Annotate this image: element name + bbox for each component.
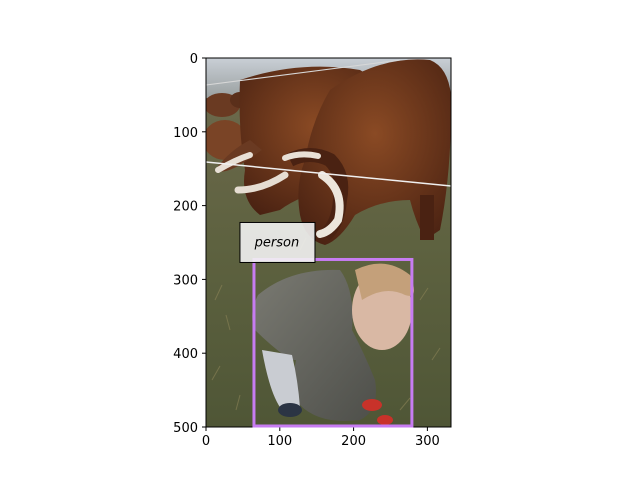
photo <box>206 58 451 427</box>
x-tick-label: 200 <box>341 434 366 449</box>
y-tick-label: 0 <box>190 52 198 67</box>
y-axis: 0 100 200 300 400 500 <box>173 52 206 436</box>
detection-label-box <box>239 221 316 263</box>
y-tick-label: 500 <box>173 421 198 436</box>
x-tick-label: 300 <box>415 434 440 449</box>
detection-label: person <box>254 235 300 250</box>
y-tick-label: 200 <box>173 200 198 215</box>
y-tick-label: 400 <box>173 347 198 362</box>
grass-texture <box>211 237 441 411</box>
y-tick-label: 100 <box>173 126 198 141</box>
fence-wire-top <box>206 59 401 86</box>
fence-wire <box>206 161 451 187</box>
child <box>252 263 414 425</box>
detections: person <box>239 221 414 428</box>
x-tick-label: 100 <box>267 434 292 449</box>
x-axis: 0 100 200 300 <box>202 427 440 449</box>
y-tick-label: 300 <box>173 273 198 288</box>
cow-right <box>282 59 451 245</box>
x-tick-label: 0 <box>202 434 210 449</box>
detection-box <box>252 257 414 428</box>
